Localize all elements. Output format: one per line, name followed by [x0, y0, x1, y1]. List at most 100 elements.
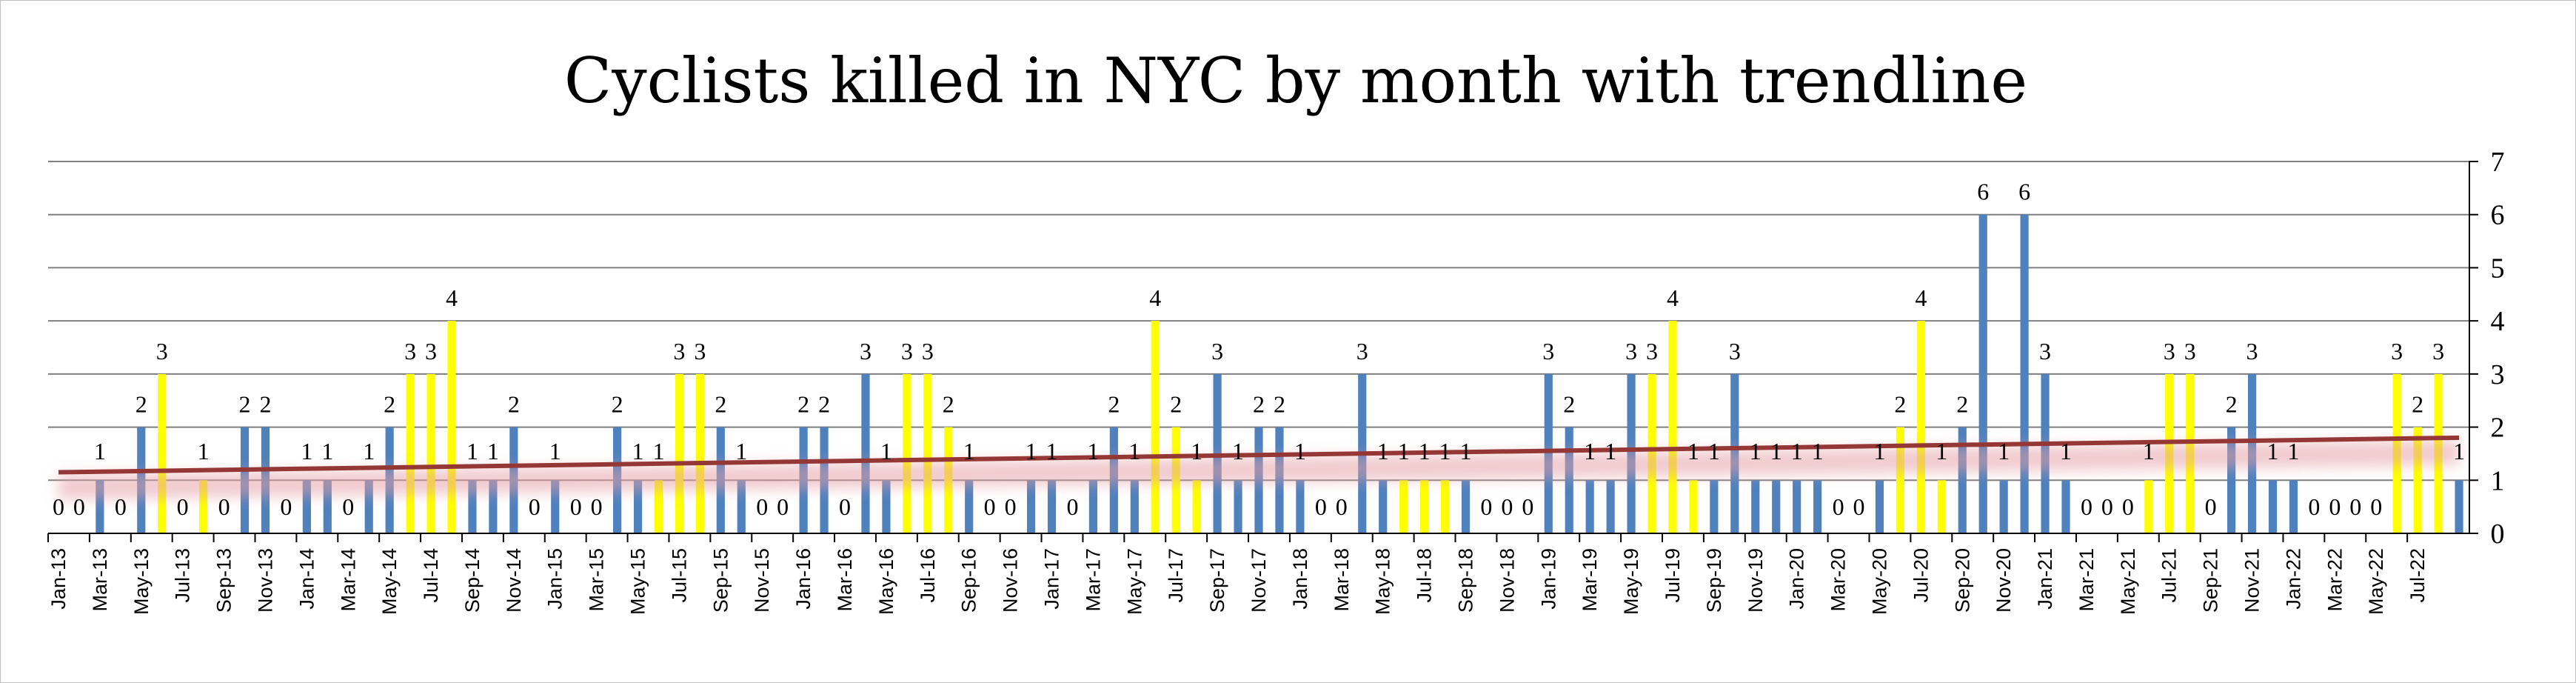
bar	[551, 480, 560, 533]
data-label: 1	[1812, 438, 1824, 464]
x-tick-label: Mar-17	[1082, 548, 1104, 612]
data-label: 2	[259, 391, 271, 418]
x-tick-label: Mar-20	[1827, 548, 1850, 612]
x-tick-label: Nov-19	[1744, 548, 1767, 613]
y-tick-label: 7	[2491, 147, 2505, 178]
data-label: 3	[673, 338, 685, 364]
trendline	[58, 435, 2460, 475]
data-label: 0	[777, 493, 789, 520]
x-tick-label: Jul-17	[1165, 548, 1187, 603]
x-tick-label: Mar-21	[2075, 548, 2098, 612]
bar	[1379, 480, 1388, 533]
data-label: 0	[756, 493, 768, 520]
data-label: 3	[1211, 338, 1223, 364]
bar	[1896, 427, 1904, 533]
x-tick-label: Jan-13	[47, 548, 70, 610]
data-label: 3	[1625, 338, 1637, 364]
y-tick-label: 1	[2491, 465, 2505, 496]
data-label: 4	[446, 284, 458, 311]
data-label: 2	[239, 391, 251, 418]
data-label: 1	[1750, 438, 1762, 464]
data-label: 6	[1977, 179, 1989, 205]
bar	[1772, 480, 1781, 533]
y-tick-label: 3	[2491, 359, 2505, 390]
bar	[1606, 480, 1615, 533]
data-label: 2	[1894, 391, 1906, 418]
bar	[468, 480, 477, 533]
data-label: 0	[2329, 493, 2341, 520]
data-label: 3	[1542, 338, 1554, 364]
x-tick-label: May-20	[1868, 548, 1890, 615]
x-tick-label: May-16	[875, 548, 897, 615]
data-label: 6	[2018, 179, 2030, 205]
x-tick-label: Jan-20	[1786, 548, 1808, 610]
data-label: 2	[384, 391, 395, 418]
x-tick-label: Nov-16	[1000, 548, 1022, 613]
data-label: 1	[1294, 438, 1306, 464]
x-tick-label: Sep-13	[213, 548, 235, 613]
x-tick-label: Jul-18	[1414, 548, 1436, 603]
data-label: 1	[1419, 438, 1431, 464]
x-tick-label: May-17	[1123, 548, 1145, 615]
x-tick-label: Sep-17	[1206, 548, 1228, 613]
data-label: 0	[2122, 493, 2134, 520]
data-label: 1	[1936, 438, 1947, 464]
y-tick-label: 2	[2491, 413, 2505, 444]
x-tick-label: Jul-16	[917, 548, 939, 603]
bar	[2020, 214, 2029, 533]
x-tick-label: Nov-21	[2241, 548, 2264, 613]
x-tick-label: Jul-21	[2158, 548, 2181, 603]
bar	[882, 480, 891, 533]
bar	[1875, 480, 1884, 533]
bar	[695, 373, 704, 533]
data-label: 0	[591, 493, 603, 520]
data-label: 0	[2349, 493, 2361, 520]
bar	[1026, 480, 1036, 533]
x-tick-label: Mar-19	[1579, 548, 1601, 612]
y-tick-label: 6	[2491, 200, 2505, 231]
data-label: 3	[694, 338, 706, 364]
data-label: 1	[1377, 438, 1389, 464]
x-tick-label: May-18	[1372, 548, 1394, 615]
bar	[1151, 321, 1160, 533]
data-label: 1	[1398, 438, 1410, 464]
bar	[1937, 480, 1946, 533]
bar	[364, 480, 373, 533]
data-label: 1	[2143, 438, 2155, 464]
data-label: 4	[1667, 284, 1679, 311]
bar	[1461, 480, 1471, 533]
y-tick-label: 5	[2491, 253, 2505, 284]
bar	[1978, 214, 1987, 533]
data-label: 1	[963, 438, 975, 464]
x-tick-label: Jan-16	[792, 548, 814, 610]
data-label: 3	[1729, 338, 1741, 364]
x-tick-label: Jan-21	[2034, 548, 2056, 610]
bar	[158, 373, 167, 533]
x-tick-label: Jan-22	[2282, 548, 2304, 610]
data-label: 0	[2308, 493, 2320, 520]
data-label: 1	[466, 438, 478, 464]
bar	[1585, 480, 1594, 533]
data-label: 3	[1646, 338, 1658, 364]
data-label: 2	[2226, 391, 2238, 418]
data-label: 4	[1915, 284, 1927, 311]
data-label: 0	[529, 493, 541, 520]
data-label: 0	[73, 493, 85, 520]
data-label: 2	[508, 391, 520, 418]
data-label: 0	[280, 493, 292, 520]
x-tick-label: Jul-22	[2406, 548, 2429, 603]
data-label: 2	[2412, 391, 2423, 418]
bar	[2455, 480, 2463, 533]
data-label: 0	[839, 493, 851, 520]
data-label: 2	[612, 391, 623, 418]
x-tick-label: Mar-15	[586, 548, 608, 612]
data-label: 1	[1687, 438, 1699, 464]
x-tick-label: Jan-14	[295, 548, 318, 610]
bar	[1047, 480, 1057, 533]
data-label: 3	[425, 338, 437, 364]
x-tick-label: Sep-19	[1703, 548, 1725, 613]
data-label: 0	[342, 493, 354, 520]
bar	[1420, 480, 1429, 533]
